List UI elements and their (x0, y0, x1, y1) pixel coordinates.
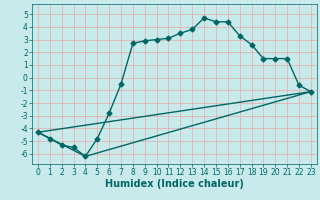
X-axis label: Humidex (Indice chaleur): Humidex (Indice chaleur) (105, 179, 244, 189)
